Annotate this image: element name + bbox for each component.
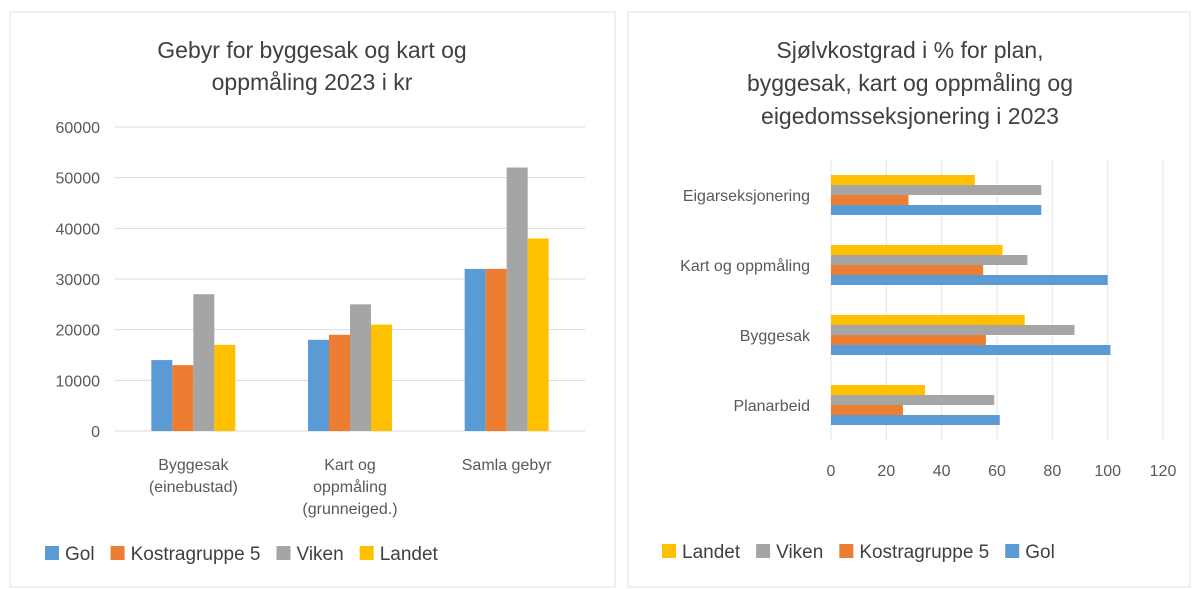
bar xyxy=(831,255,1028,265)
x-tick-label: 120 xyxy=(1150,463,1177,480)
bar xyxy=(831,195,909,205)
bar xyxy=(193,294,215,431)
bar xyxy=(527,238,549,431)
legend-label: Gol xyxy=(65,544,95,565)
bar xyxy=(831,265,984,275)
legend-swatch xyxy=(756,544,771,558)
y-tick-label: 10000 xyxy=(56,373,101,390)
bar xyxy=(831,395,995,405)
bar xyxy=(831,245,1003,255)
y-tick-label: 60000 xyxy=(56,120,101,137)
x-tick-label: Kart og oppmåling (grunneiged.) xyxy=(302,457,397,518)
y-tick-label: 50000 xyxy=(56,171,101,188)
legend-swatch xyxy=(1005,544,1020,558)
legend-swatch xyxy=(110,546,125,560)
bar xyxy=(350,304,371,431)
bar xyxy=(151,360,173,431)
bar xyxy=(831,405,903,415)
y-tick-label: Planarbeid xyxy=(734,398,811,415)
x-tick-label: Byggesak (einebustad) xyxy=(149,457,238,496)
bar xyxy=(214,344,236,431)
legend-swatch xyxy=(839,544,854,558)
x-tick-label: 0 xyxy=(827,463,836,480)
y-tick-label: 20000 xyxy=(56,323,101,340)
x-tick-label: Samla gebyr xyxy=(462,457,552,474)
bar xyxy=(831,385,926,395)
y-tick-label: Byggesak xyxy=(740,328,811,345)
legend-swatch xyxy=(45,546,59,560)
panel-right xyxy=(627,11,1191,588)
legend-label: Kostragruppe 5 xyxy=(131,544,261,565)
y-tick-label: 0 xyxy=(91,424,100,441)
bar xyxy=(506,167,528,432)
bar xyxy=(172,365,194,431)
legend-label: Landet xyxy=(682,542,741,563)
x-tick-label: 100 xyxy=(1094,463,1121,480)
legend-swatch xyxy=(276,546,291,560)
legend-label: Gol xyxy=(1025,542,1055,563)
legend-swatch xyxy=(662,544,676,558)
bar xyxy=(831,325,1075,335)
bar xyxy=(831,415,1000,425)
bar xyxy=(831,175,975,185)
bar xyxy=(831,315,1025,325)
bar xyxy=(371,324,392,431)
legend-label: Viken xyxy=(297,544,344,565)
bar xyxy=(831,205,1042,215)
legend-label: Kostragruppe 5 xyxy=(859,542,989,563)
bar xyxy=(831,345,1111,355)
bar xyxy=(831,185,1042,195)
x-tick-label: 60 xyxy=(988,463,1006,480)
y-tick-label: 30000 xyxy=(56,272,101,289)
bar xyxy=(308,339,329,431)
bar xyxy=(329,334,350,431)
x-tick-label: 40 xyxy=(933,463,951,480)
x-tick-label: 80 xyxy=(1043,463,1061,480)
y-tick-label: Eigarseksjonering xyxy=(683,188,810,205)
y-tick-label: Kart og oppmåling xyxy=(680,257,810,275)
legend-label: Landet xyxy=(380,544,439,565)
bar xyxy=(464,268,486,431)
legend-label: Viken xyxy=(776,542,823,563)
legend-swatch xyxy=(359,546,374,560)
y-tick-label: 40000 xyxy=(56,221,101,238)
bar xyxy=(831,335,986,345)
chart-title: Sjølvkostgrad i % for plan, byggesak, kar… xyxy=(747,37,1073,129)
bar xyxy=(831,275,1108,285)
chart-title: Gebyr for byggesak og kart og oppmåling 2… xyxy=(157,37,466,95)
bar xyxy=(485,268,507,431)
x-tick-label: 20 xyxy=(877,463,895,480)
